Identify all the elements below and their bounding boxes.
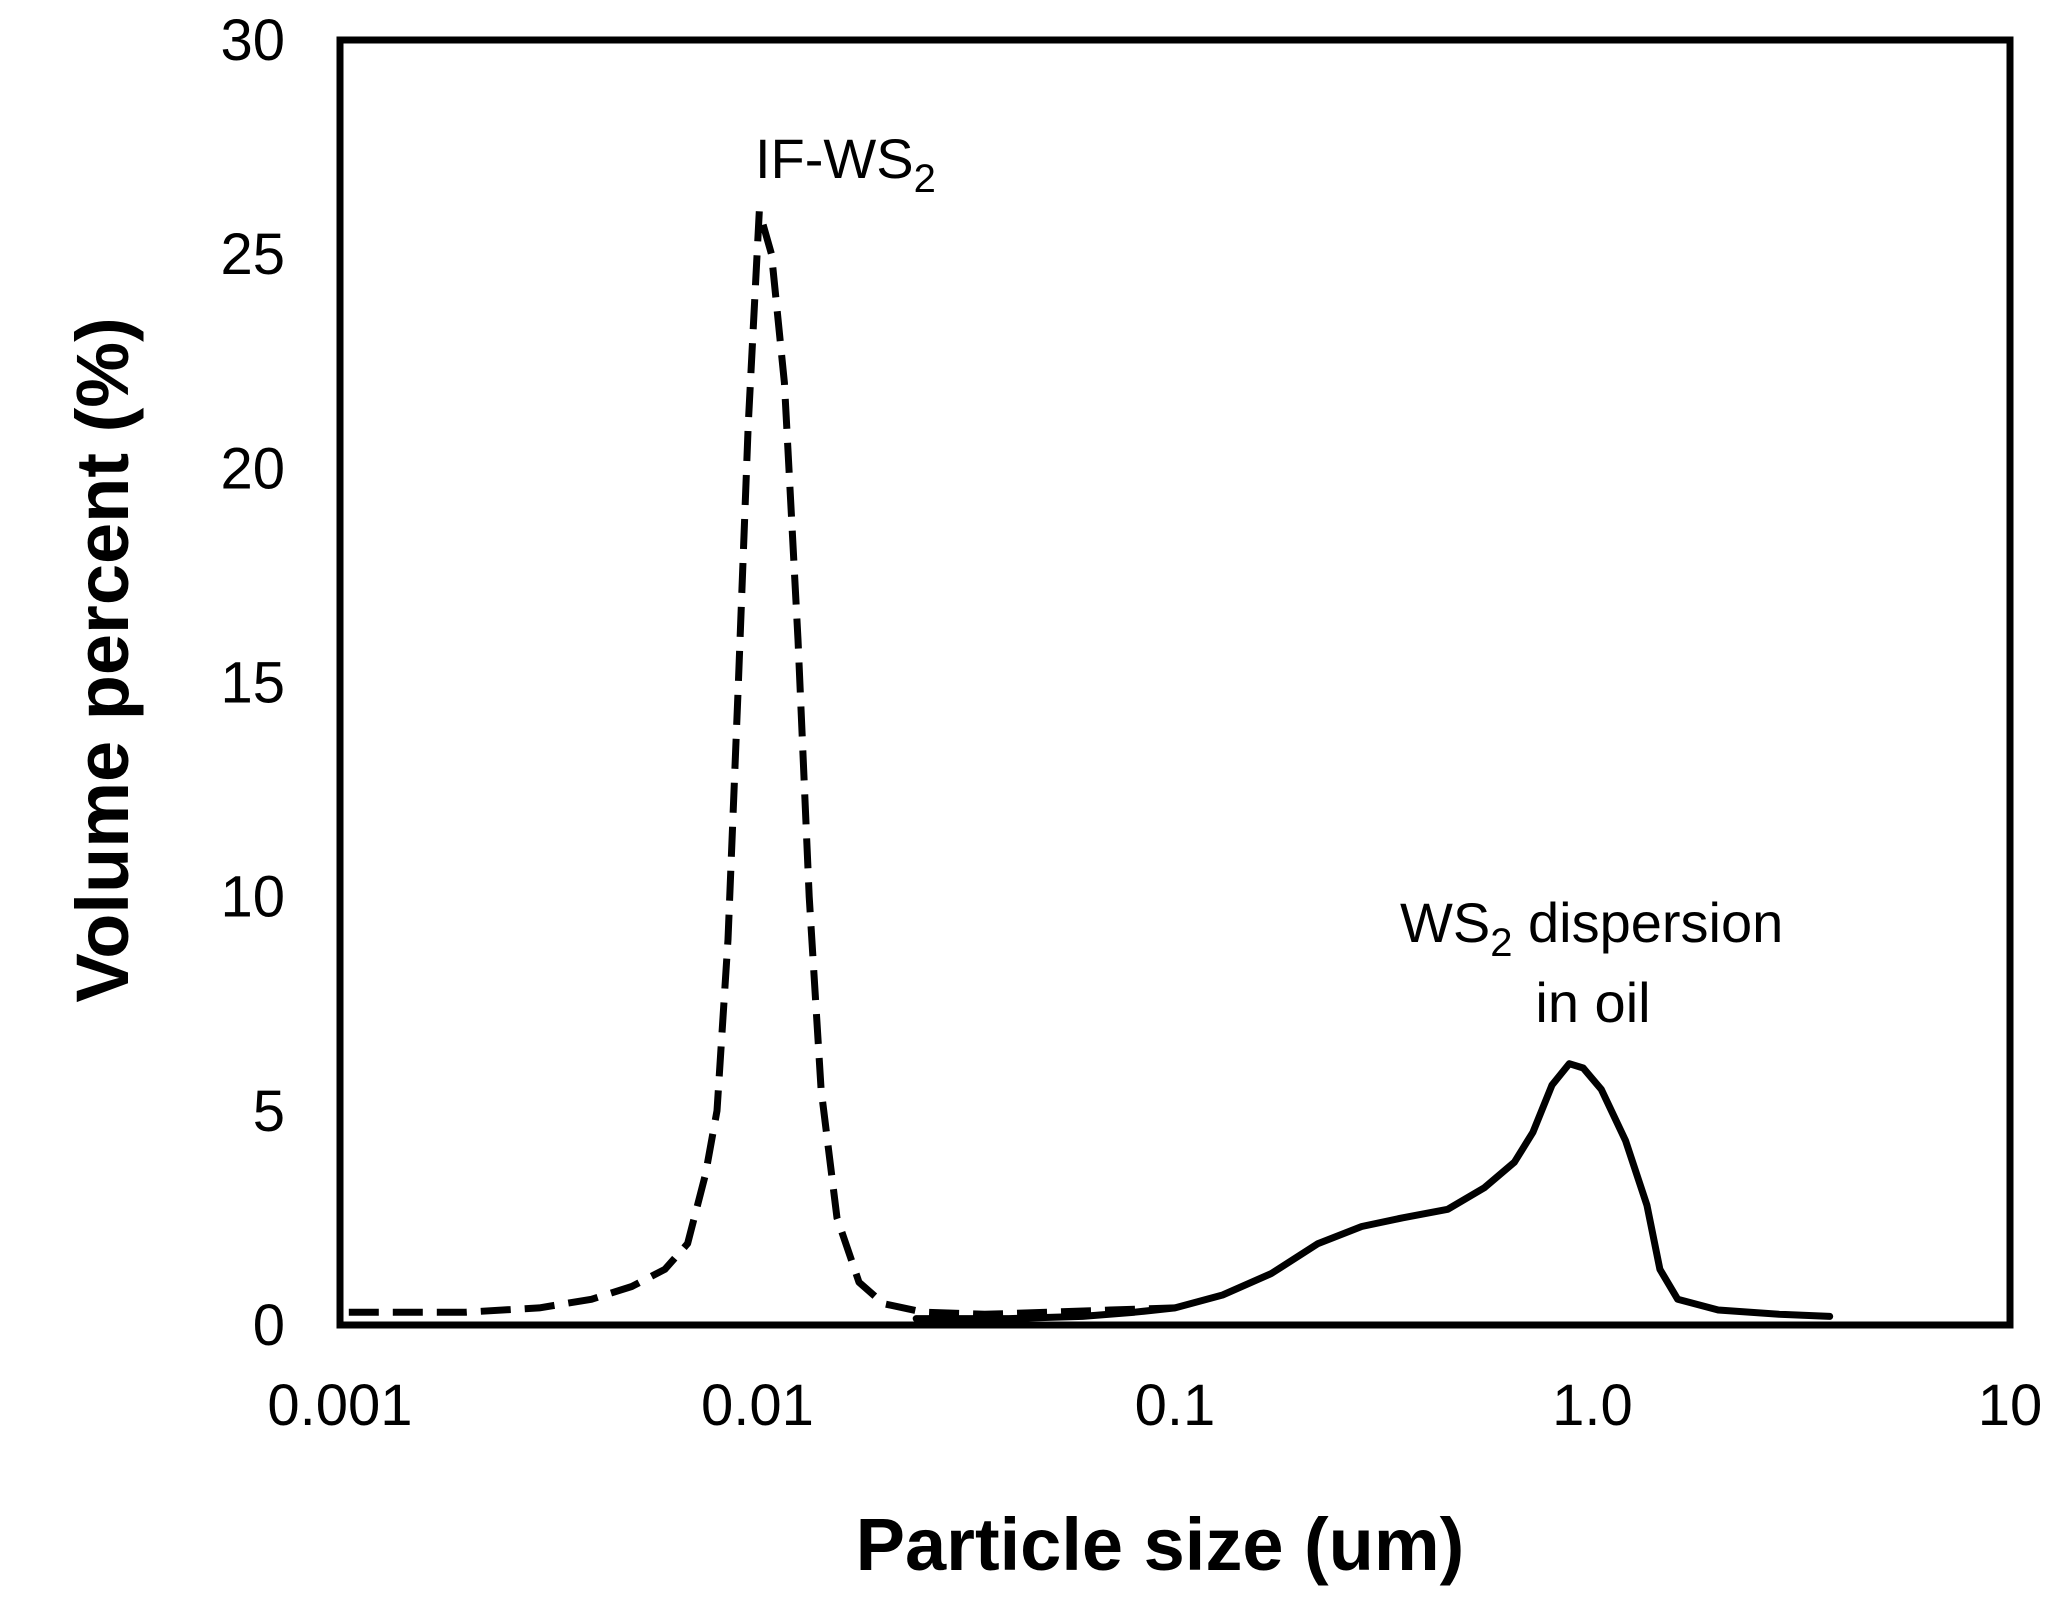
y-tick-label: 10 [220, 865, 285, 930]
annotation-if-ws2-main: IF-WS [755, 127, 914, 190]
y-tick-label: 20 [220, 436, 285, 501]
x-tick-label: 0.1 [1135, 1373, 1216, 1438]
x-tick-label: 1.0 [1552, 1373, 1633, 1438]
annotation-ws2-dispersion-sub: 2 [1490, 921, 1512, 965]
annotation-ws2-dispersion-line2: in oil [1535, 971, 1650, 1034]
y-tick-label: 30 [220, 8, 285, 73]
y-tick-label: 25 [220, 222, 285, 287]
y-tick-labels: 0 5 10 15 20 25 30 [220, 8, 285, 1358]
x-tick-labels: 0.001 0.01 0.1 1.0 10 [267, 1373, 2042, 1438]
series-line-0 [348, 207, 1176, 1318]
annotation-if-ws2: IF-WS2 [755, 127, 936, 201]
x-tick-label: 10 [1978, 1373, 2043, 1438]
annotation-ws2-dispersion: WS2 dispersion [1400, 891, 1783, 965]
x-tick-label: 0.001 [267, 1373, 412, 1438]
y-tick-label: 15 [220, 651, 285, 716]
annotation-ws2-dispersion-main: WS [1400, 891, 1490, 954]
annotation-ws2-dispersion-rest: dispersion [1512, 891, 1783, 954]
x-axis-title: Particle size (um) [856, 1503, 1465, 1586]
annotation-if-ws2-sub: 2 [914, 157, 936, 201]
y-tick-label: 5 [253, 1079, 285, 1144]
series-line-1 [912, 1060, 1834, 1323]
y-tick-label: 0 [253, 1293, 285, 1358]
plot-frame [336, 36, 2014, 1329]
y-axis-title: Volume percent (%) [61, 317, 144, 1002]
x-tick-label: 0.01 [701, 1373, 814, 1438]
series-layer [348, 207, 1834, 1323]
